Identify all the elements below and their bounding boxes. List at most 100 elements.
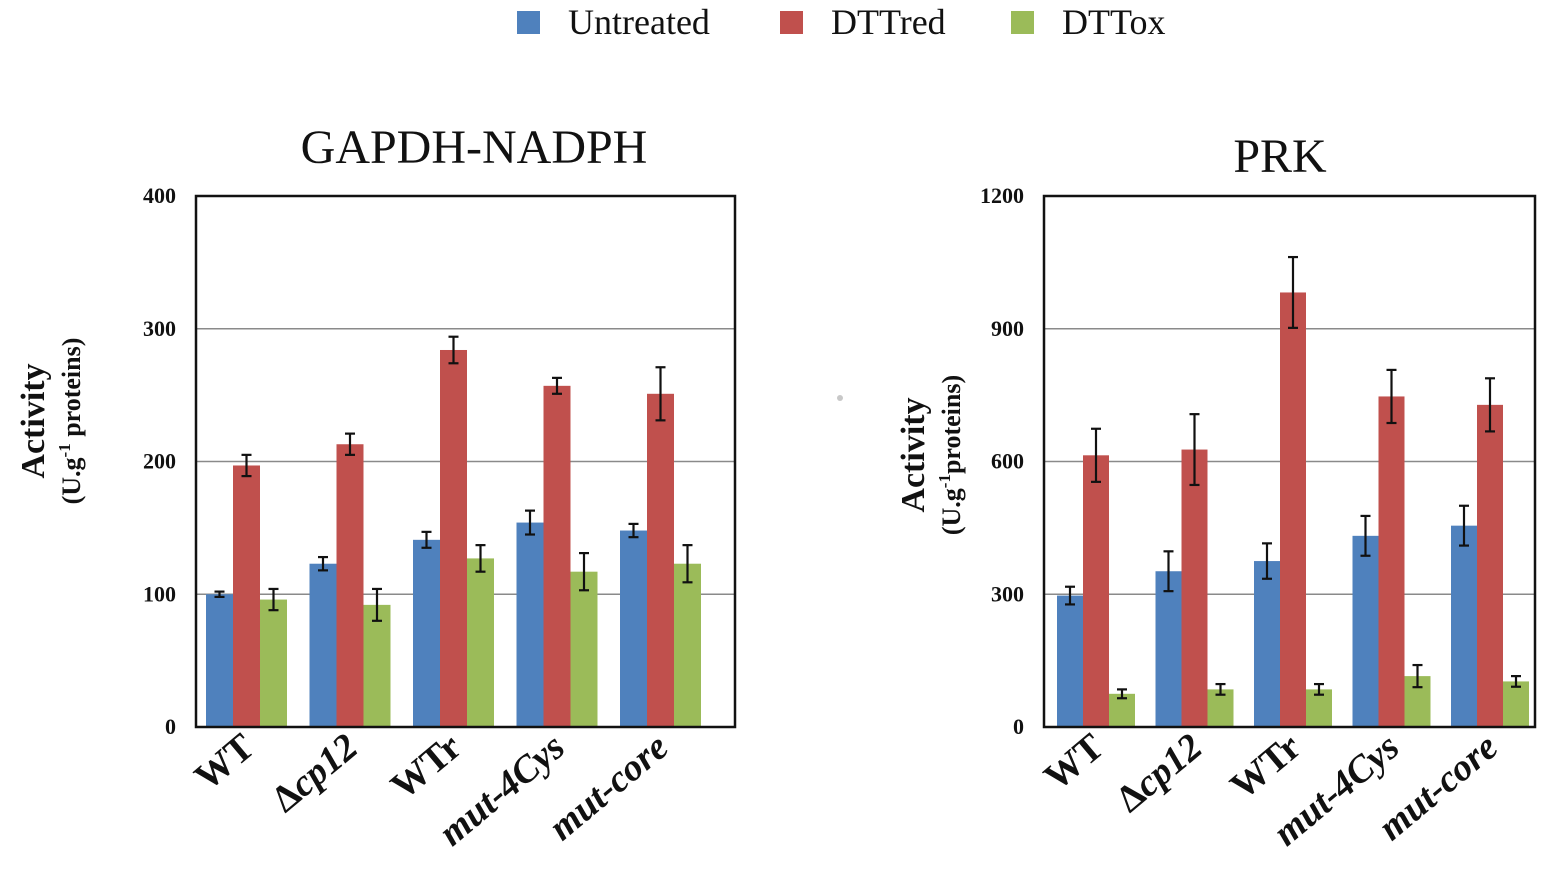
legend: Untreated DTTred DTTox [517,2,1165,42]
legend-swatch-dttred [780,11,803,34]
legend-label-dttox: DTTox [1062,2,1165,42]
y-axis-units: (U.g-1proteins) [935,375,966,535]
y-tick-label: 100 [143,581,176,606]
error-bars [1065,255,1521,700]
error-bar [655,366,666,422]
chart-title: PRK [1233,130,1327,183]
y-axis-units-sup: -1 [55,443,74,457]
y-tick-label: 600 [991,449,1024,474]
y-tick-label: 1200 [980,183,1024,208]
bar-untreated [206,594,233,727]
legend-item-dttred: DTTred [780,2,946,42]
y-axis-units-pre: (U.g [937,488,966,535]
bar-dttox [260,599,287,727]
bars [1057,292,1529,727]
x-category-label: WT [187,726,263,799]
y-axis-units: (U.g-1 proteins) [55,338,86,505]
error-bar [448,335,459,365]
error-bar [1163,550,1174,593]
y-tick-label: 400 [143,183,176,208]
y-axis-units-sup: -1 [935,474,954,488]
bar-untreated [1155,571,1182,727]
x-category-label: Δcp12 [1108,726,1210,821]
x-category-body: WT [1036,726,1112,799]
bar-dttox [674,563,701,727]
y-axis-units-pre: (U.g [57,457,86,504]
bar-untreated [413,539,440,727]
bar-dttred [1378,396,1405,727]
x-category-body: WTr [383,726,469,808]
bar-dttred [543,385,571,727]
y-axis-title: Activity [895,397,932,512]
error-bar [525,509,535,536]
bar-untreated [1057,595,1083,727]
bar-dttox [1109,693,1135,727]
bar-dttred [1477,404,1503,727]
error-bar [1215,682,1226,696]
error-bar [682,544,693,584]
error-bar [579,551,589,592]
error-bar [1360,514,1371,557]
x-category-body: WT [187,726,263,799]
y-ticks: 0 300 600 900 1200 [980,183,1024,739]
bar-dttox [467,558,494,727]
y-axis-label: Activity (U.g-1proteins) [895,375,966,535]
error-bar [552,376,562,395]
chart-title: GAPDH-NADPH [301,121,648,174]
error-bar [345,432,355,456]
y-axis-title: Activity [15,363,52,478]
error-bar [1485,377,1495,433]
legend-item-untreated: Untreated [517,2,710,42]
error-bar [372,587,382,622]
y-tick-label: 0 [165,714,176,739]
error-bars [214,335,693,622]
y-tick-label: 200 [143,449,176,474]
plot-frame [1042,194,1537,729]
bar-dttred [336,444,364,727]
stray-dot [837,395,843,401]
error-bar [268,587,279,612]
bar-dttred [233,465,260,727]
chart-gapdh: GAPDH-NADPH Activity (U.g-1 proteins) 0 1… [15,121,737,855]
error-bar [421,530,432,549]
y-tick-label: 300 [143,316,176,341]
error-bar [1459,504,1469,547]
bar-untreated [309,563,337,727]
bar-untreated [1254,561,1280,727]
bar-dttred [1280,292,1306,727]
x-category-label: Δcp12 [264,726,366,821]
error-bar [1262,542,1272,580]
error-bar [1412,663,1423,689]
y-tick-label: 0 [1013,714,1024,739]
bar-untreated [1451,525,1477,727]
y-axis-label: Activity (U.g-1 proteins) [15,338,86,505]
error-bar [1189,413,1200,487]
error-bar [241,453,252,478]
bar-untreated [620,530,647,727]
y-tick-label: 300 [991,581,1024,606]
bar-dttred [1181,449,1208,727]
error-bar [1065,585,1075,606]
bars [206,349,701,727]
chart-prk: PRK Activity (U.g-1proteins) 0 300 600 900 1… [895,130,1537,855]
plot-frame [194,194,737,729]
x-category-body: mut-core [541,726,676,849]
error-bar [628,522,639,539]
legend-item-dttox: DTTox [1011,2,1165,42]
bar-untreated [1352,535,1379,727]
error-bar [214,590,225,599]
bar-untreated [516,522,544,727]
error-bar [1288,255,1298,329]
error-bar [1314,682,1324,696]
x-category-label: mut-core [541,726,676,849]
y-axis-units-post: proteins) [57,338,86,444]
y-axis-units-post: proteins) [937,375,966,474]
bar-dttox [1503,681,1529,727]
bar-dttred [647,393,674,727]
legend-label-untreated: Untreated [568,2,710,42]
error-bar [1386,368,1397,425]
y-ticks: 0 100 200 300 400 [143,183,176,739]
